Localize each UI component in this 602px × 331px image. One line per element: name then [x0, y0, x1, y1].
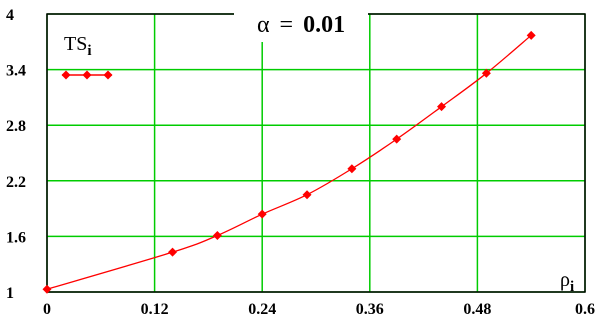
series-line: [46, 34, 532, 290]
data-point: [168, 247, 178, 257]
data-point: [42, 284, 52, 294]
data-point: [212, 230, 222, 240]
x-tick-label: 0.48: [463, 301, 491, 318]
y-tick-label: 4: [6, 7, 14, 24]
x-axis-label: ρi: [560, 269, 574, 295]
x-tick-label: 0: [43, 301, 51, 318]
plot-frame: [46, 13, 586, 293]
data-point: [257, 209, 267, 219]
legend-label: TSi: [64, 33, 92, 59]
series-ts: [42, 30, 536, 294]
chart-title: α = 0.01: [257, 12, 345, 38]
legend-marker: [61, 70, 71, 80]
y-tick-label: 1.6: [6, 229, 26, 246]
grid-lines: [46, 13, 586, 293]
y-tick-label: 2.2: [6, 174, 26, 191]
legend-marker: [103, 70, 113, 80]
title-box: [234, 4, 368, 42]
data-point: [437, 102, 447, 112]
legend-swatch: [61, 70, 113, 80]
y-tick-label: 2.8: [6, 118, 26, 135]
x-tick-label: 0.24: [248, 301, 276, 318]
x-tick-label: 0.36: [356, 301, 384, 318]
legend-marker: [82, 70, 92, 80]
data-point: [526, 30, 536, 40]
data-point: [302, 190, 312, 200]
y-tick-label: 3.4: [6, 63, 26, 80]
y-tick-label: 1: [6, 285, 14, 302]
tick-labels: 0 0.12 0.24 0.36 0.48 0.6 1 1.6 2.2 2.8 3.4 4: [6, 7, 595, 318]
data-point: [481, 68, 491, 78]
data-point: [392, 134, 402, 144]
x-tick-label: 0.12: [141, 301, 169, 318]
data-point: [347, 164, 357, 174]
x-tick-label: 0.6: [575, 301, 595, 318]
